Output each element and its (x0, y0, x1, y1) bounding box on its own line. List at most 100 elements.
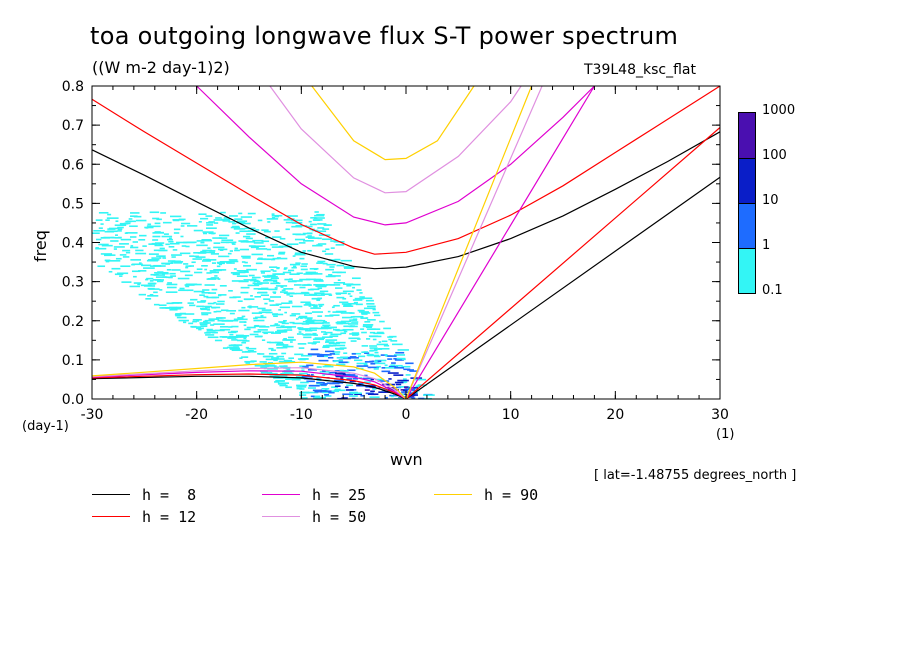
spectrum-cell (150, 273, 159, 276)
spectrum-cell (312, 338, 325, 341)
spectrum-cell (154, 242, 165, 244)
spectrum-cell (383, 344, 390, 347)
spectrum-cell (332, 328, 340, 331)
spectrum-cell (251, 253, 263, 256)
spectrum-cell (278, 309, 281, 311)
spectrum-cell (374, 355, 381, 358)
spectrum-cell (317, 223, 327, 225)
spectrum-cell (159, 247, 165, 250)
spectrum-cell (140, 284, 152, 287)
axis-ticks: -30 -20 -10 0 10 20 30 0.0 0.1 0.2 0.3 0.4 0.5 0.6 0.7… (62, 79, 729, 423)
spectrum-cell (148, 253, 159, 255)
x-axis-unit: (1) (716, 427, 734, 442)
curve-kelvin-4 (405, 85, 533, 400)
spectrum-cell (181, 245, 187, 247)
spectrum-cell (245, 362, 251, 364)
spectrum-cell (162, 221, 172, 224)
spectrum-cell (257, 219, 263, 222)
spectrum-cell (211, 296, 220, 299)
spectrum-cell (302, 333, 309, 336)
spectrum-cell (249, 333, 259, 336)
spectrum-cell (122, 249, 131, 252)
x-tick-label: 30 (711, 407, 729, 423)
spectrum-cell (133, 275, 137, 278)
spectrum-cell (324, 393, 329, 396)
spectrum-cell (326, 263, 336, 266)
spectrum-cell (362, 377, 373, 380)
spectrum-cell (346, 284, 352, 287)
spectrum-cell (282, 370, 293, 373)
spectrum-cell (353, 359, 363, 362)
spectrum-cell (202, 249, 212, 252)
spectrum-cell (219, 284, 227, 287)
spectrum-cell (253, 317, 258, 320)
spectrum-cell (156, 218, 162, 221)
curve-rossby-0 (91, 375, 407, 400)
spectrum-cell (229, 333, 234, 336)
spectrum-cell (348, 325, 358, 328)
spectrum-cell (239, 349, 243, 352)
spectrum-cell (325, 248, 330, 251)
spectrum-cell (187, 289, 194, 292)
spectrum-cell (302, 366, 309, 368)
spectrum-cell (181, 222, 191, 225)
spectrum-cell (340, 320, 352, 323)
spectrum-cell (298, 347, 305, 349)
spectrum-cell (364, 361, 374, 363)
spectrum-cell (254, 335, 263, 338)
spectrum-cell (229, 312, 235, 315)
spectrum-cell (117, 230, 122, 232)
spectrum-cell (309, 327, 318, 330)
spectrum-cell (289, 295, 294, 298)
spectrum-cell (211, 262, 217, 264)
spectrum-cell (240, 334, 250, 337)
spectrum-cell (166, 302, 174, 305)
spectrum-cell (324, 395, 332, 397)
spectrum-cell (101, 244, 113, 247)
spectrum-cell (270, 243, 278, 246)
spectrum-cell (188, 322, 194, 325)
spectrum-cell (300, 268, 308, 271)
spectrum-cell (374, 378, 384, 381)
spectrum-cell (275, 285, 288, 287)
spectrum-cell (205, 215, 213, 217)
spectrum-cell (329, 335, 339, 338)
spectrum-cell (299, 358, 306, 361)
spectrum-cell (384, 366, 396, 369)
spectrum-cell (204, 307, 211, 309)
spectrum-cell (168, 240, 174, 243)
legend-swatch (434, 494, 472, 495)
spectrum-cell (307, 369, 317, 371)
spectrum-cell (202, 305, 212, 308)
spectrum-cell (218, 294, 227, 296)
spectrum-cell (311, 273, 323, 275)
spectrum-cell (299, 372, 308, 375)
spectrum-cell (343, 304, 352, 307)
spectrum-cell (328, 274, 333, 276)
spectrum-cell (367, 353, 374, 356)
colorbar-segment (739, 203, 755, 248)
spectrum-cell (227, 337, 237, 339)
spectrum-cell (356, 365, 369, 367)
spectrum-cell (149, 211, 160, 214)
spectrum-cell (269, 304, 276, 306)
spectrum-cell (403, 386, 409, 388)
spectrum-cell (260, 272, 265, 274)
spectrum-cell (307, 342, 317, 344)
spectrum-cell (290, 219, 303, 222)
spectrum-cell (298, 385, 306, 387)
spectrum-cell (113, 248, 118, 250)
spectrum-cell (324, 315, 334, 317)
spectrum-cell (266, 218, 279, 220)
spectrum-cell (129, 285, 140, 288)
spectrum-cell (104, 259, 111, 262)
spectrum-cell (185, 266, 189, 269)
spectrum-cell (199, 294, 205, 296)
spectrum-cell (314, 292, 325, 295)
spectrum-cell (343, 266, 350, 268)
spectrum-cell (268, 347, 274, 350)
spectrum-cell (285, 228, 290, 231)
spectrum-cell (307, 235, 312, 237)
spectrum-cell (294, 253, 306, 256)
spectrum-cell (281, 346, 288, 349)
